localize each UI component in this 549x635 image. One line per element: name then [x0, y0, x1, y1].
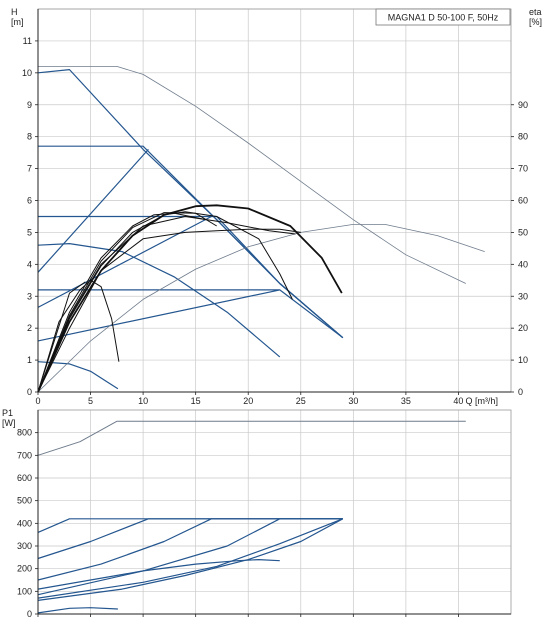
head-curve-7: [37, 215, 212, 308]
head-curve-19: [37, 281, 86, 393]
head-y-tick-label: 5: [27, 227, 32, 237]
head-curve-1: [38, 66, 466, 284]
head-curve-9: [37, 243, 281, 358]
head-y-tick-label: 2: [27, 323, 32, 333]
power-y-tick-label: 500: [17, 496, 32, 506]
power-y-tick-label: 700: [17, 450, 32, 460]
power-y-axis-title: P1: [2, 408, 13, 418]
label-layer: 01234567891011H[m]0102030405060708090eta…: [2, 7, 542, 619]
head-curve-14: [37, 212, 217, 393]
x-tick-label: 40: [453, 396, 463, 406]
eta-tick-label: 90: [518, 100, 528, 110]
power-y-tick-label: 800: [17, 428, 32, 438]
x-tick-label: 25: [296, 396, 306, 406]
head-curve-17: [37, 228, 301, 393]
power-curve-4: [37, 518, 343, 581]
power-curve-9: [37, 607, 118, 614]
model-label-box: MAGNA1 D 50-100 F, 50Hz: [375, 8, 511, 26]
head-y-tick-label: 6: [27, 196, 32, 206]
head-y-tick-label: 0: [27, 387, 32, 397]
head-y-axis-title: H: [11, 7, 18, 17]
power-curve-7: [37, 518, 344, 601]
power-y-tick-label: 400: [17, 518, 32, 528]
eta-tick-label: 0: [518, 387, 523, 397]
head-curve-15: [37, 212, 207, 393]
head-y-tick-label: 3: [27, 291, 32, 301]
head-curve-4: [38, 215, 344, 339]
head-y-tick-label: 7: [27, 164, 32, 174]
series-layer: [37, 66, 485, 614]
x-tick-label: 20: [243, 396, 253, 406]
eta-tick-label: 60: [518, 196, 528, 206]
power-y-tick-label: 0: [27, 609, 32, 619]
x-tick-label: 0: [35, 396, 40, 406]
head-y-tick-label: 11: [23, 36, 32, 46]
head-curve-6: [37, 148, 149, 273]
x-tick-label: 5: [88, 396, 93, 406]
eta-tick-label: 40: [518, 259, 528, 269]
head-y-tick-label: 1: [27, 355, 32, 365]
head-curve-18: [37, 279, 120, 393]
x-axis-title: Q [m³/h]: [465, 396, 498, 406]
head-curve-16: [37, 216, 296, 393]
eta-tick-label: 10: [518, 355, 528, 365]
x-tick-label: 30: [348, 396, 358, 406]
head-curve-12: [37, 204, 343, 393]
head-curve-13: [37, 211, 293, 393]
power-y-tick-label: 100: [17, 586, 32, 596]
head-curve-8: [37, 289, 280, 342]
eta-tick-label: 50: [518, 227, 528, 237]
power-curve-3: [37, 518, 343, 560]
head-curve-11: [37, 224, 485, 393]
power-y-tick-label: 300: [17, 541, 32, 551]
eta-tick-label: 80: [518, 132, 528, 142]
head-y-tick-label: 9: [27, 100, 32, 110]
x-tick-label: 15: [191, 396, 201, 406]
x-tick-label: 10: [138, 396, 148, 406]
power-y-axis-title: [W]: [2, 418, 16, 428]
power-frame: [37, 409, 512, 615]
x-tick-label: 35: [401, 396, 411, 406]
power-curve-8: [37, 559, 280, 590]
frame-layer: [35, 8, 514, 617]
head-y-tick-label: 10: [22, 68, 32, 78]
head-curve-5: [38, 289, 344, 339]
power-curve-2: [37, 518, 343, 533]
head-y-axis-title: [m]: [11, 17, 24, 27]
power-y-tick-label: 200: [17, 564, 32, 574]
power-curve-5: [37, 518, 343, 596]
eta-axis-title: eta: [529, 7, 542, 17]
eta-tick-label: 70: [518, 164, 528, 174]
head-y-tick-label: 4: [27, 259, 32, 269]
power-curve-6: [37, 518, 344, 599]
model-label: MAGNA1 D 50-100 F, 50Hz: [388, 13, 499, 23]
power-y-tick-label: 600: [17, 473, 32, 483]
power-curve-1: [37, 420, 466, 456]
eta-tick-label: 20: [518, 323, 528, 333]
head-curve-10: [37, 361, 119, 390]
eta-tick-label: 30: [518, 291, 528, 301]
head-y-tick-label: 8: [27, 132, 32, 142]
eta-axis-title: [%]: [529, 17, 542, 27]
